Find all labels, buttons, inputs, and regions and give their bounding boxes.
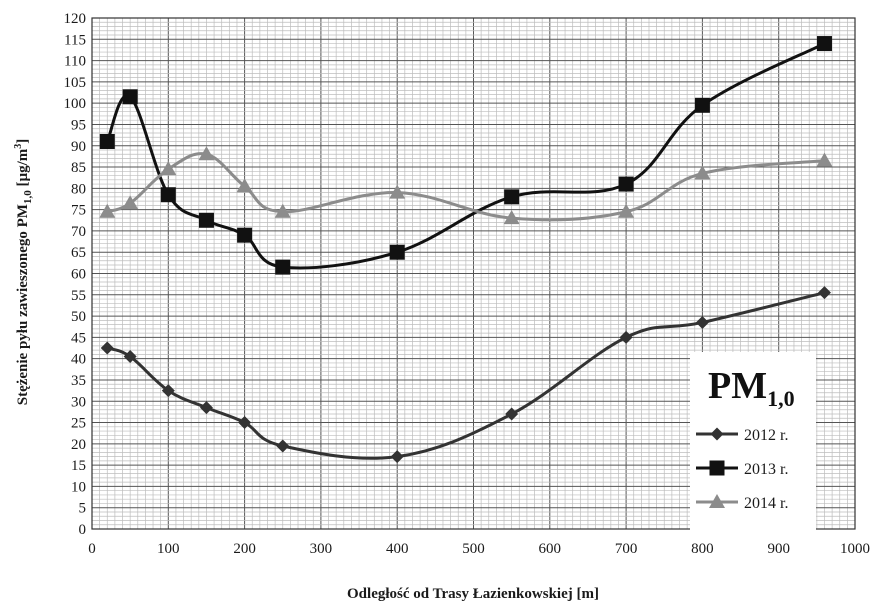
- x-tick-label: 400: [386, 541, 409, 557]
- data-point: [816, 36, 832, 52]
- y-axis-title-prefix: Stężenie pyłu zawieszonego PM: [15, 204, 31, 405]
- y-tick-label: 10: [71, 479, 86, 495]
- data-point: [122, 195, 139, 210]
- x-tick-label: 800: [691, 541, 714, 557]
- y-tick-label: 120: [64, 11, 87, 27]
- data-point: [160, 187, 176, 203]
- x-axis-title: Odległość od Trasy Łazienkowskiej [m]: [347, 586, 599, 602]
- data-point: [236, 178, 253, 193]
- data-point: [198, 146, 215, 161]
- legend-marker: [710, 427, 724, 441]
- y-tick-label: 15: [71, 458, 86, 474]
- data-point: [694, 165, 711, 180]
- data-point: [160, 161, 177, 176]
- data-point: [161, 384, 175, 398]
- legend-marker: [709, 494, 725, 508]
- legend-box: [690, 352, 816, 530]
- data-point: [276, 439, 290, 453]
- data-point: [100, 341, 114, 355]
- y-tick-label: 25: [71, 416, 86, 432]
- x-tick-label: 0: [88, 541, 96, 557]
- y-tick-label: 60: [71, 267, 86, 283]
- y-tick-label: 115: [64, 32, 86, 48]
- y-axis-title-subscript: 1,0: [22, 190, 34, 204]
- data-point: [505, 407, 519, 421]
- data-point: [99, 203, 116, 218]
- y-tick-label: 20: [71, 437, 86, 453]
- plot-border: [91, 17, 856, 530]
- legend-items: 2012 r. 2013 r. 2014 r.: [696, 427, 788, 512]
- series-layer: [99, 36, 833, 464]
- y-tick-label: 0: [79, 522, 87, 538]
- y-tick-label: 70: [71, 224, 86, 240]
- data-point: [237, 227, 253, 243]
- y-tick-label: 40: [71, 352, 86, 368]
- data-point: [99, 133, 115, 149]
- data-point: [123, 350, 137, 364]
- data-point: [199, 401, 213, 415]
- legend-marker: [709, 460, 725, 476]
- data-point: [695, 315, 709, 329]
- data-point: [238, 416, 252, 430]
- x-tick-label: 1000: [840, 541, 870, 557]
- y-axis-title-superscript: 3: [13, 144, 24, 149]
- data-point: [618, 203, 635, 218]
- y-tick-label: 30: [71, 394, 86, 410]
- series-1: [100, 286, 831, 464]
- y-tick-label: 110: [64, 54, 86, 70]
- data-point: [274, 203, 291, 218]
- y-tick-label: 50: [71, 309, 86, 325]
- x-tick-label: 300: [310, 541, 333, 557]
- data-point: [503, 210, 520, 225]
- data-point: [816, 152, 833, 167]
- y-tick-label: 90: [71, 139, 86, 155]
- legend-title-main: PM: [708, 365, 767, 407]
- data-point: [389, 244, 405, 260]
- data-point: [694, 97, 710, 113]
- legend-item: 2014 r.: [696, 494, 788, 512]
- y-tick-label: 100: [64, 96, 87, 112]
- y-tick-label: 55: [71, 288, 86, 304]
- legend-item: 2012 r.: [696, 427, 788, 444]
- y-axis-title-unit: [µg/m: [15, 148, 31, 190]
- y-tick-label: 65: [71, 245, 86, 261]
- data-point: [122, 89, 138, 105]
- y-axis-title-unit-end: ]: [15, 139, 31, 144]
- legend: PM1,0 2012 r. 2013 r. 2014 r.: [690, 352, 816, 530]
- series-3: [99, 146, 833, 225]
- legend-label: 2014 r.: [744, 495, 788, 512]
- legend-title-subscript: 1,0: [767, 386, 795, 411]
- axis-layer: 0 100 200 300 400 500 600 700 800 900 1000 0 5 10 15 20…: [64, 11, 871, 557]
- data-point: [198, 212, 214, 228]
- data-point: [389, 184, 406, 199]
- data-point: [504, 189, 520, 205]
- y-tick-label: 5: [79, 501, 87, 517]
- legend-title: PM1,0: [708, 365, 795, 411]
- y-tick-label: 45: [71, 330, 86, 346]
- y-tick-label: 80: [71, 181, 86, 197]
- data-point: [817, 286, 831, 300]
- series-line: [105, 42, 826, 270]
- y-axis-title: Stężenie pyłu zawieszonego PM1,0 [µg/m3]: [13, 139, 34, 406]
- data-point: [618, 176, 634, 192]
- legend-label: 2012 r.: [744, 427, 788, 444]
- y-tick-label: 95: [71, 117, 86, 133]
- x-tick-label: 700: [615, 541, 638, 557]
- x-tick-label: 600: [539, 541, 562, 557]
- x-tick-label: 200: [233, 541, 256, 557]
- x-tick-label: 500: [462, 541, 485, 557]
- y-tick-label: 105: [64, 75, 87, 91]
- series-2: [99, 36, 832, 275]
- data-point: [619, 330, 633, 344]
- x-tick-label: 900: [767, 541, 790, 557]
- y-tick-label: 35: [71, 373, 86, 389]
- x-tick-label: 100: [157, 541, 180, 557]
- data-point: [275, 259, 291, 275]
- legend-label: 2013 r.: [744, 461, 788, 478]
- legend-item: 2013 r.: [696, 460, 788, 478]
- data-point: [390, 450, 404, 464]
- y-tick-label: 85: [71, 160, 86, 176]
- y-tick-label: 75: [71, 203, 86, 219]
